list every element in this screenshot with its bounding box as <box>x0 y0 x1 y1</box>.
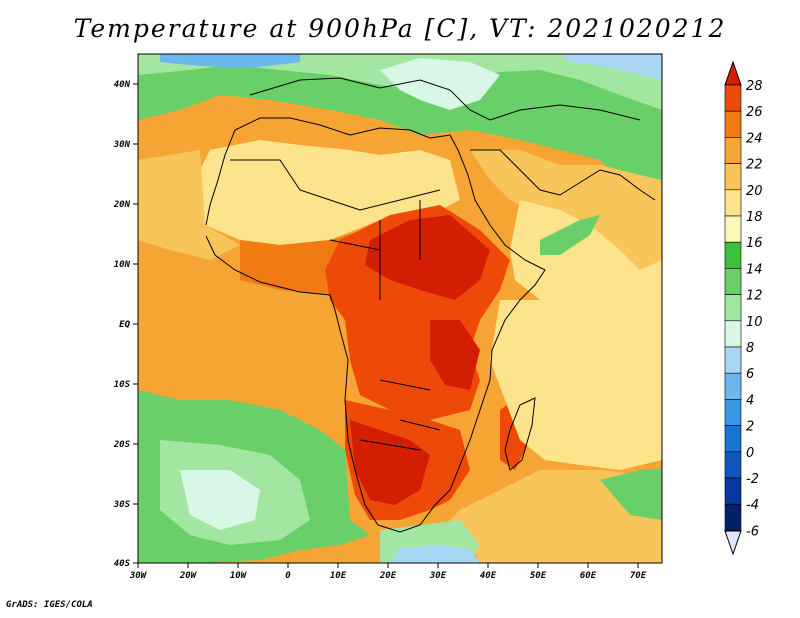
lat-label: 20S <box>113 440 131 450</box>
colorbar-label: 14 <box>746 262 763 277</box>
lat-label: 30S <box>113 500 131 510</box>
colorbar-segment <box>724 84 742 112</box>
temperature-field <box>138 54 662 563</box>
colorbar-segment <box>724 294 742 322</box>
lon-label: 40E <box>480 571 497 581</box>
colorbar-segment <box>724 477 742 505</box>
colorbar-label: 8 <box>746 341 754 356</box>
axis-ticks <box>133 83 639 568</box>
colorbar-label: -6 <box>746 524 759 539</box>
colorbar-label: 22 <box>746 158 763 173</box>
colorbar-label: 18 <box>746 210 763 225</box>
lon-label: 0 <box>285 571 291 581</box>
colorbar-segment <box>724 346 742 374</box>
coastlines <box>205 77 656 533</box>
lat-label: 10N <box>114 260 131 270</box>
lat-label: 10S <box>114 380 131 390</box>
colorbar-label: 24 <box>746 131 763 146</box>
colorbar-segment <box>724 163 742 191</box>
colorbar-label: 12 <box>746 289 763 304</box>
lon-label: 20W <box>179 571 198 581</box>
colorbar-segment <box>724 110 742 138</box>
longitude-labels: 30W 20W 10W 0 10E 20E 30E 40E 50E 60E 70… <box>129 571 647 581</box>
lat-label: 40N <box>114 80 131 90</box>
lon-label: 50E <box>530 571 547 581</box>
latitude-labels: 40N 30N 20N 10N EQ 10S 20S 30S 40S <box>113 80 131 569</box>
map-title: Temperature at 900hPa [C], VT: 202102021… <box>73 14 727 43</box>
lon-label: 10E <box>330 571 347 581</box>
colorbar-label: 10 <box>746 315 763 330</box>
colorbar-label: 26 <box>746 105 763 120</box>
colorbar-segment <box>724 425 742 453</box>
colorbar-min-arrow <box>724 530 742 556</box>
grads-credit: GrADS: IGES/COLA <box>6 600 93 610</box>
colorbar-segment <box>724 372 742 400</box>
colorbar-segment <box>724 137 742 164</box>
lat-label: 20N <box>113 200 131 210</box>
colorbar-max-arrow <box>724 60 742 86</box>
lon-label: 20E <box>379 571 397 581</box>
colorbar-segment <box>724 215 742 243</box>
colorbar-label: 4 <box>746 393 754 408</box>
lon-label: 60E <box>580 571 597 581</box>
colorbar-segment <box>724 320 742 348</box>
colorbar-label: 20 <box>746 184 763 199</box>
colorbar-label: -2 <box>746 472 759 487</box>
lat-label: 30N <box>113 140 131 150</box>
lon-label: 10W <box>230 571 248 581</box>
colorbar-label: 6 <box>746 367 754 382</box>
colorbar-segment <box>724 241 742 269</box>
lon-label: 70E <box>630 571 647 581</box>
lon-label: 30W <box>129 571 148 581</box>
colorbar-label: -4 <box>746 498 759 513</box>
lon-label: 30E <box>429 571 447 581</box>
map-frame <box>137 53 663 564</box>
colorbar-segment <box>724 189 742 217</box>
colorbar-segment <box>724 399 742 426</box>
colorbar-segment <box>724 451 742 479</box>
lat-label: EQ <box>119 320 130 330</box>
colorbar-segment <box>724 503 742 531</box>
colorbar-label: 28 <box>746 79 763 94</box>
colorbar-label: 2 <box>746 420 754 435</box>
colorbar-label: 0 <box>746 446 754 461</box>
lat-label: 40S <box>114 559 131 569</box>
colorbar-label: 16 <box>746 236 763 251</box>
colorbar-segment <box>724 268 742 295</box>
